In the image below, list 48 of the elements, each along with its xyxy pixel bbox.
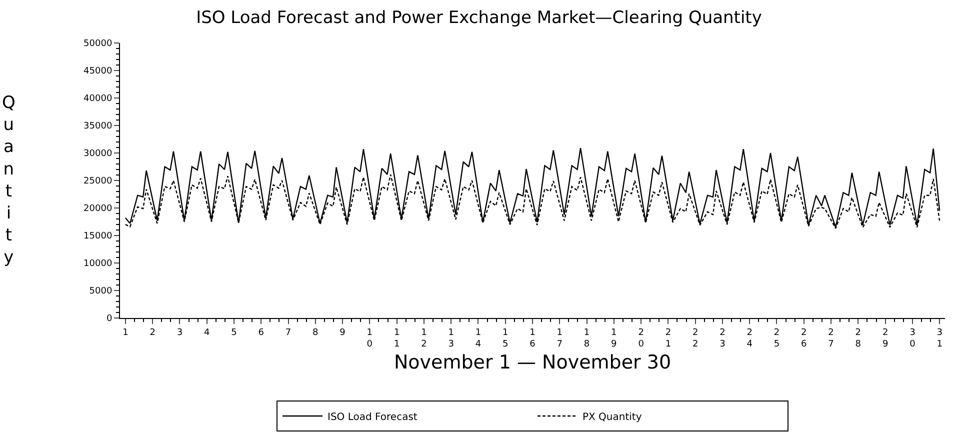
x-tick-label: 2 3 (720, 328, 726, 350)
y-tick-label: 50000 (84, 39, 112, 50)
x-tick-label: 2 7 (828, 328, 834, 350)
x-tick-label: 3 1 (936, 328, 942, 350)
x-tick-label: 1 4 (475, 328, 482, 350)
legend-label: PX Quantity (582, 412, 642, 423)
x-tick-label: 2 6 (801, 328, 808, 350)
x-tick-label: 8 (312, 328, 319, 338)
x-tick-label: 2 5 (774, 328, 780, 350)
x-tick-label: 5 (231, 328, 237, 338)
x-tick-label: 2 4 (746, 328, 753, 350)
x-tick-label: 1 1 (394, 328, 400, 350)
y-tick-label: 5000 (89, 286, 112, 297)
legend-label: ISO Load Forecast (328, 412, 418, 423)
y-tick-label: 15000 (84, 232, 112, 242)
x-axis-title: November 1 — November 30 (394, 351, 672, 374)
y-tick-label: 10000 (84, 259, 112, 270)
y-tick-label: 0 (106, 314, 112, 324)
x-tick-label: 2 2 (692, 328, 698, 350)
x-tick-label: 1 (122, 328, 128, 338)
x-tick-label: 1 9 (611, 328, 618, 350)
x-tick-label: 9 (340, 328, 346, 338)
x-tick-label: 1 6 (530, 328, 536, 350)
y-tick-label: 35000 (84, 122, 112, 132)
y-tick-label: 20000 (84, 204, 112, 214)
x-tick-label: 1 5 (502, 328, 508, 350)
x-tick-label: 6 (258, 328, 264, 338)
y-tick-label: 30000 (84, 149, 112, 160)
x-tick-label: 2 (150, 328, 156, 338)
x-tick-label: 2 8 (855, 328, 862, 350)
line-series (124, 147, 940, 228)
y-tick-label: 25000 (84, 176, 112, 187)
x-tick-label: 1 8 (584, 328, 590, 350)
x-tick-label: 3 (176, 328, 183, 338)
x-tick-label: 1 3 (448, 328, 454, 350)
x-tick-label: 4 (204, 328, 210, 338)
y-axis-title: Quantity (2, 93, 16, 268)
y-tick-label: 45000 (84, 66, 112, 77)
x-tick-label: 1 0 (366, 328, 373, 350)
y-tick-label: 40000 (84, 94, 112, 104)
x-tick-label: 2 9 (882, 328, 888, 350)
x-tick-label: 7 (285, 328, 292, 338)
x-tick-label: 3 0 (910, 328, 916, 350)
chart-title: ISO Load Forecast and Power Exchange Market—Clearing Quantity (196, 8, 762, 28)
x-tick-label: 2 1 (665, 328, 672, 350)
x-tick-label: 1 2 (421, 328, 427, 350)
x-tick-label: 1 7 (556, 328, 563, 350)
x-tick-label: 2 0 (638, 328, 644, 350)
